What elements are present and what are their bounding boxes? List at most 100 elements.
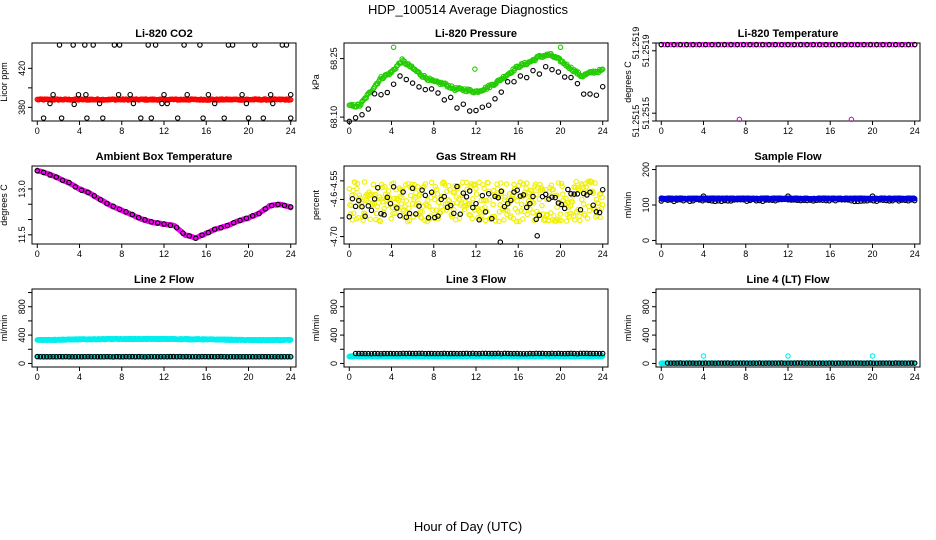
data-point bbox=[177, 353, 183, 360]
data-point bbox=[426, 203, 432, 210]
data-point bbox=[381, 212, 387, 218]
data-point bbox=[763, 360, 769, 366]
data-point bbox=[568, 74, 574, 81]
data-point bbox=[71, 101, 77, 108]
data-point bbox=[425, 215, 432, 221]
data-point bbox=[50, 353, 56, 360]
data-point bbox=[709, 41, 715, 48]
data-point bbox=[747, 360, 753, 366]
data-point bbox=[356, 350, 362, 357]
data-point bbox=[542, 350, 549, 357]
x-tick-label: 0 bbox=[659, 126, 664, 136]
data-point bbox=[889, 360, 896, 366]
data-point bbox=[728, 360, 734, 366]
data-point bbox=[590, 202, 596, 209]
x-tick-label: 4 bbox=[389, 249, 394, 259]
panel-box-temp: Ambient Box Temperature 0 4 8 12 16 20 24 11.5 13… bbox=[0, 151, 297, 259]
data-point bbox=[287, 336, 294, 343]
data-point bbox=[696, 41, 703, 48]
data-point bbox=[85, 353, 91, 360]
y-tick-label: 800 bbox=[17, 299, 27, 314]
data-point bbox=[186, 233, 193, 239]
data-point bbox=[265, 353, 272, 360]
data-point bbox=[390, 184, 397, 190]
data-point bbox=[485, 180, 491, 186]
data-point bbox=[287, 97, 294, 103]
data-point bbox=[788, 360, 794, 366]
x-tick-label: 24 bbox=[598, 372, 608, 382]
data-point bbox=[192, 235, 199, 242]
data-point bbox=[399, 194, 405, 201]
data-point bbox=[794, 360, 801, 366]
data-point bbox=[409, 80, 416, 86]
data-point bbox=[829, 360, 836, 366]
y-axis-label: Licor ppm bbox=[0, 62, 9, 102]
data-point bbox=[252, 42, 258, 48]
data-point bbox=[753, 360, 760, 366]
data-point bbox=[514, 350, 520, 357]
data-point bbox=[413, 211, 419, 217]
data-point bbox=[816, 360, 823, 366]
x-tick-label: 16 bbox=[201, 249, 211, 259]
data-point bbox=[403, 198, 410, 204]
data-point bbox=[596, 350, 603, 357]
data-point bbox=[788, 41, 794, 48]
data-point bbox=[905, 41, 912, 48]
data-point bbox=[199, 232, 205, 238]
data-point bbox=[435, 215, 441, 222]
data-point bbox=[485, 190, 492, 197]
data-point bbox=[734, 360, 741, 366]
data-point bbox=[810, 360, 817, 366]
x-tick-label: 12 bbox=[783, 372, 793, 382]
data-point bbox=[580, 350, 587, 357]
data-point bbox=[400, 350, 406, 357]
data-point bbox=[368, 207, 375, 214]
data-point bbox=[435, 90, 441, 96]
data-point bbox=[899, 41, 905, 48]
data-point bbox=[551, 212, 557, 219]
x-tick-label: 12 bbox=[159, 372, 169, 382]
data-point bbox=[599, 350, 606, 357]
data-point bbox=[877, 360, 883, 366]
y-tick-label: 0 bbox=[17, 361, 27, 366]
data-point bbox=[572, 217, 578, 223]
data-point bbox=[690, 360, 696, 366]
data-point bbox=[848, 116, 855, 123]
data-point bbox=[50, 91, 56, 98]
data-point bbox=[498, 350, 505, 357]
data-point bbox=[574, 350, 581, 357]
data-point bbox=[454, 350, 460, 357]
x-tick-label: 12 bbox=[471, 249, 481, 259]
data-point bbox=[234, 354, 240, 360]
data-point bbox=[370, 181, 377, 188]
series-co2-samples bbox=[40, 42, 294, 121]
data-point bbox=[908, 360, 915, 366]
data-point bbox=[530, 193, 536, 200]
data-point bbox=[556, 217, 562, 224]
data-point bbox=[350, 210, 357, 216]
x-tick-label: 0 bbox=[659, 249, 664, 259]
data-point bbox=[801, 41, 807, 48]
data-point bbox=[593, 92, 600, 98]
data-point bbox=[110, 354, 117, 360]
data-point bbox=[359, 112, 365, 118]
data-point bbox=[712, 360, 718, 366]
data-point bbox=[550, 186, 557, 193]
data-point bbox=[419, 187, 425, 193]
data-point bbox=[164, 353, 170, 360]
data-point bbox=[522, 192, 529, 198]
data-point bbox=[425, 197, 431, 204]
data-point bbox=[445, 196, 451, 203]
data-point bbox=[378, 91, 384, 98]
data-point bbox=[482, 217, 489, 224]
data-point bbox=[132, 353, 139, 360]
data-point bbox=[593, 209, 600, 215]
data-point bbox=[356, 192, 363, 199]
data-point bbox=[552, 194, 558, 201]
data-point bbox=[668, 41, 674, 48]
data-point bbox=[501, 203, 508, 210]
data-point bbox=[832, 41, 839, 48]
data-point bbox=[173, 224, 180, 231]
data-point bbox=[97, 354, 104, 360]
